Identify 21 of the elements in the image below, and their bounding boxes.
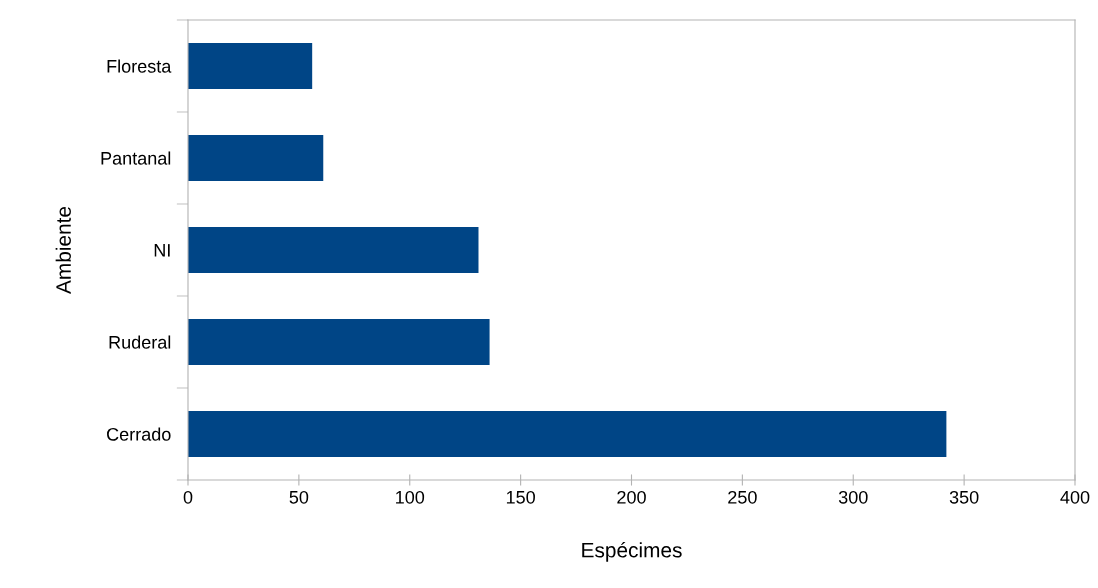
- bar: [188, 227, 479, 273]
- x-tick-label: 350: [949, 490, 979, 504]
- y-tick-label: Ruderal: [109, 335, 171, 349]
- bar: [188, 411, 947, 457]
- x-tick-label: 0: [183, 490, 193, 504]
- x-axis-title: Espécimes: [582, 541, 682, 562]
- y-tick-label: NI: [154, 244, 170, 257]
- bar: [188, 135, 324, 181]
- y-tick-label: Cerrado: [107, 427, 171, 441]
- x-tick-label: 250: [728, 490, 757, 504]
- bar: [188, 43, 313, 89]
- bar: [188, 319, 490, 365]
- y-tick-label: Pantanal: [101, 151, 171, 165]
- x-tick-label: 150: [506, 490, 535, 504]
- y-axis-title: Ambiente: [55, 206, 71, 294]
- x-tick-label: 200: [617, 490, 646, 504]
- x-tick-label: 50: [289, 490, 309, 504]
- x-tick-label: 100: [396, 490, 425, 504]
- y-tick-label: Floresta: [107, 59, 172, 73]
- x-tick-label: 300: [838, 490, 868, 504]
- x-tick-label: 400: [1060, 490, 1090, 504]
